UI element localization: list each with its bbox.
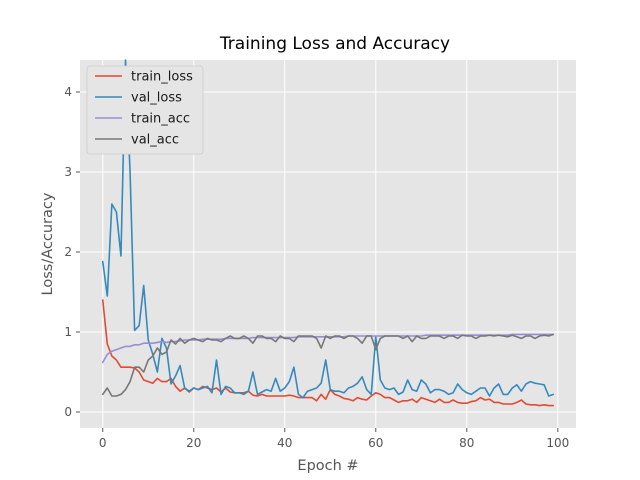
series-lines <box>101 59 555 407</box>
y-axis-title: Loss/Accuracy <box>40 192 56 295</box>
x-tick-label: 80 <box>459 436 474 450</box>
y-axis-ticks: 0 1 2 3 4 <box>64 85 80 419</box>
x-tick-label: 40 <box>277 436 292 450</box>
x-tick-label: 60 <box>368 436 383 450</box>
y-tick-label: 2 <box>64 245 72 259</box>
legend-label: train_loss <box>131 70 193 85</box>
legend-label: val_loss <box>131 91 182 106</box>
y-tick-label: 1 <box>64 325 72 339</box>
x-tick-label: 20 <box>186 436 201 450</box>
x-tick-label: 100 <box>546 436 569 450</box>
legend-label: train_acc <box>131 112 190 127</box>
x-axis-ticks: 0 20 40 60 80 100 <box>99 428 569 450</box>
y-tick-label: 0 <box>64 405 72 419</box>
y-tick-label: 3 <box>64 165 72 179</box>
legend-label: val_acc <box>131 133 179 148</box>
series-line-train-loss <box>101 299 555 407</box>
chart-title: Training Loss and Accuracy <box>219 34 450 54</box>
grid <box>80 60 576 428</box>
series-line-val-loss <box>101 59 555 399</box>
series-line-val-acc <box>101 333 555 397</box>
legend: train_loss val_loss train_acc val_acc <box>86 65 204 155</box>
x-axis-title: Epoch # <box>297 458 358 474</box>
legend-box <box>86 65 204 155</box>
y-tick-label: 4 <box>64 85 72 99</box>
x-tick-label: 0 <box>99 436 107 450</box>
